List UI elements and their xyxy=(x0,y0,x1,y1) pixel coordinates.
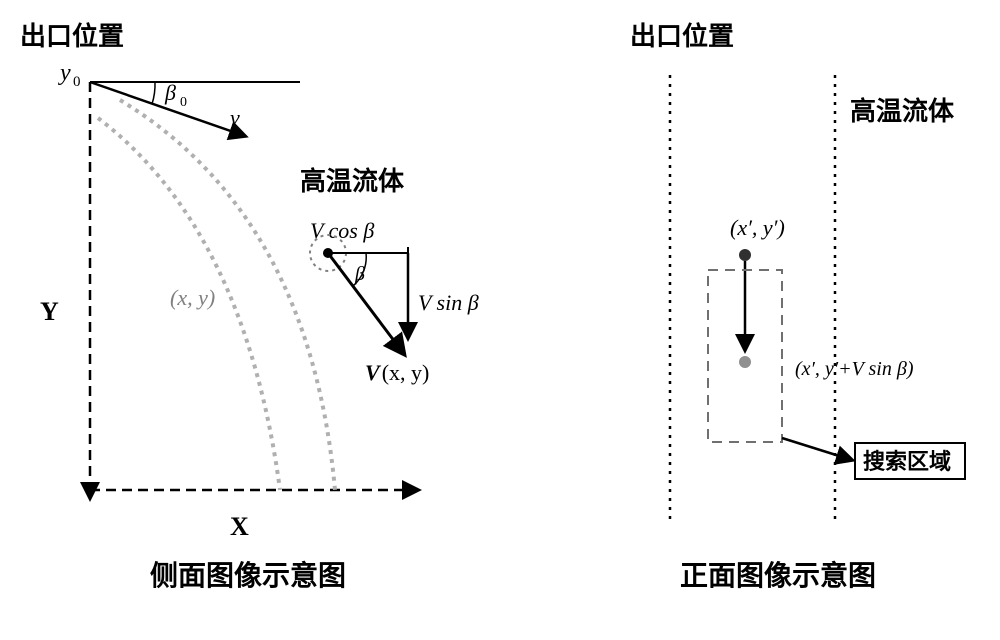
svg-text:V cos β: V cos β xyxy=(310,218,374,243)
curve-outer xyxy=(120,100,335,490)
left-title: 出口位置 xyxy=(20,21,124,51)
left-caption: 侧面图像示意图 xyxy=(150,559,346,591)
y0-label: y 0 xyxy=(58,60,81,90)
right-caption: 正面图像示意图 xyxy=(680,559,876,591)
side-view-svg: 出口位置 y 0 β 0 v 高温流体 xyxy=(20,20,540,600)
side-view-panel: 出口位置 y 0 β 0 v 高温流体 xyxy=(20,20,540,600)
front-view-svg: 出口位置 高温流体 (x′, y′) (x′, y′+V sin β) 搜索区域 xyxy=(600,20,980,600)
right-title: 出口位置 xyxy=(630,21,734,51)
x-axis-label: X xyxy=(230,512,249,541)
vxy-label: V(x, y) xyxy=(365,360,429,385)
y-axis-label: Y xyxy=(40,297,59,326)
v-label: v xyxy=(230,105,240,130)
point-2 xyxy=(739,356,751,368)
beta-label: β xyxy=(354,263,365,285)
svg-text:y: y xyxy=(58,60,71,86)
search-label: 搜索区域 xyxy=(863,449,951,474)
search-pointer xyxy=(782,438,852,460)
fluid-label-left: 高温流体 xyxy=(300,166,405,196)
point-1 xyxy=(739,249,751,261)
svg-text:β: β xyxy=(164,80,176,105)
xyprime-label: (x′, y′) xyxy=(730,215,785,240)
beta0-arc xyxy=(152,82,155,104)
main-vector xyxy=(328,253,404,354)
svg-text:0: 0 xyxy=(180,95,187,110)
vector-decomp: V cos β β V sin β xyxy=(310,218,479,385)
beta0-label: β 0 xyxy=(164,80,187,110)
xy-label: (x, y) xyxy=(170,285,215,310)
fluid-label-right: 高温流体 xyxy=(850,96,955,126)
xyprime-shift-label: (x′, y′+V sin β) xyxy=(795,358,914,380)
front-view-panel: 出口位置 高温流体 (x′, y′) (x′, y′+V sin β) 搜索区域 xyxy=(600,20,980,600)
svg-text:0: 0 xyxy=(73,74,81,90)
diagram-container: 出口位置 y 0 β 0 v 高温流体 xyxy=(20,20,980,620)
vsinb-label: V sin β xyxy=(418,290,479,315)
